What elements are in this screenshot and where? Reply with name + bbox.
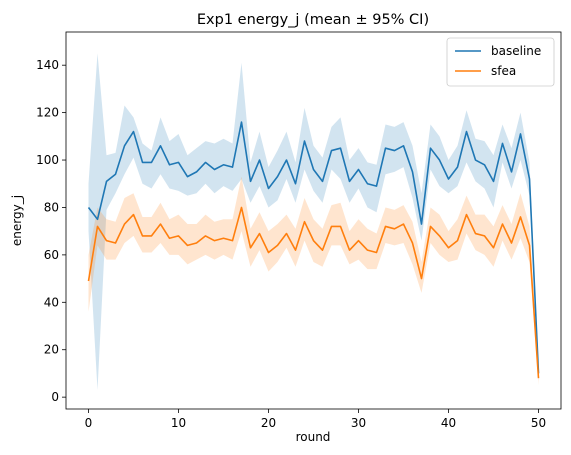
legend: baseline sfea — [446, 37, 555, 87]
x-tick-label: 0 — [85, 416, 93, 430]
legend-label-baseline: baseline — [491, 44, 541, 58]
y-tick-label: 140 — [36, 58, 59, 72]
y-tick-label: 80 — [44, 200, 59, 214]
y-axis-label: energy_j — [10, 195, 24, 246]
y-tick-label: 0 — [51, 390, 59, 404]
y-tick-label: 120 — [36, 106, 59, 120]
series-lines — [87, 121, 540, 379]
legend-label-sfea: sfea — [491, 64, 516, 78]
y-tick-label: 60 — [44, 248, 59, 262]
y-tick-label: 20 — [44, 343, 59, 357]
baseline-series-line — [87, 121, 540, 374]
y-tick-label: 40 — [44, 295, 59, 309]
x-tick-label: 30 — [351, 416, 366, 430]
x-axis-ticks: 0 10 20 30 40 50 — [85, 409, 546, 430]
chart-title: Exp1 energy_j (mean ± 95% CI) — [197, 12, 429, 28]
sfea-ci-band — [88, 176, 539, 386]
legend-box — [446, 37, 555, 87]
confidence-bands — [88, 53, 539, 391]
plot-frame — [65, 31, 562, 410]
y-axis-ticks: 0 20 40 60 80 100 120 140 — [36, 58, 66, 404]
x-tick-label: 50 — [531, 416, 546, 430]
y-tick-label: 100 — [36, 153, 59, 167]
x-tick-label: 20 — [261, 416, 276, 430]
x-tick-label: 10 — [171, 416, 186, 430]
sfea-series-line — [87, 206, 540, 379]
x-axis-label: round — [296, 430, 331, 444]
x-tick-label: 40 — [441, 416, 456, 430]
